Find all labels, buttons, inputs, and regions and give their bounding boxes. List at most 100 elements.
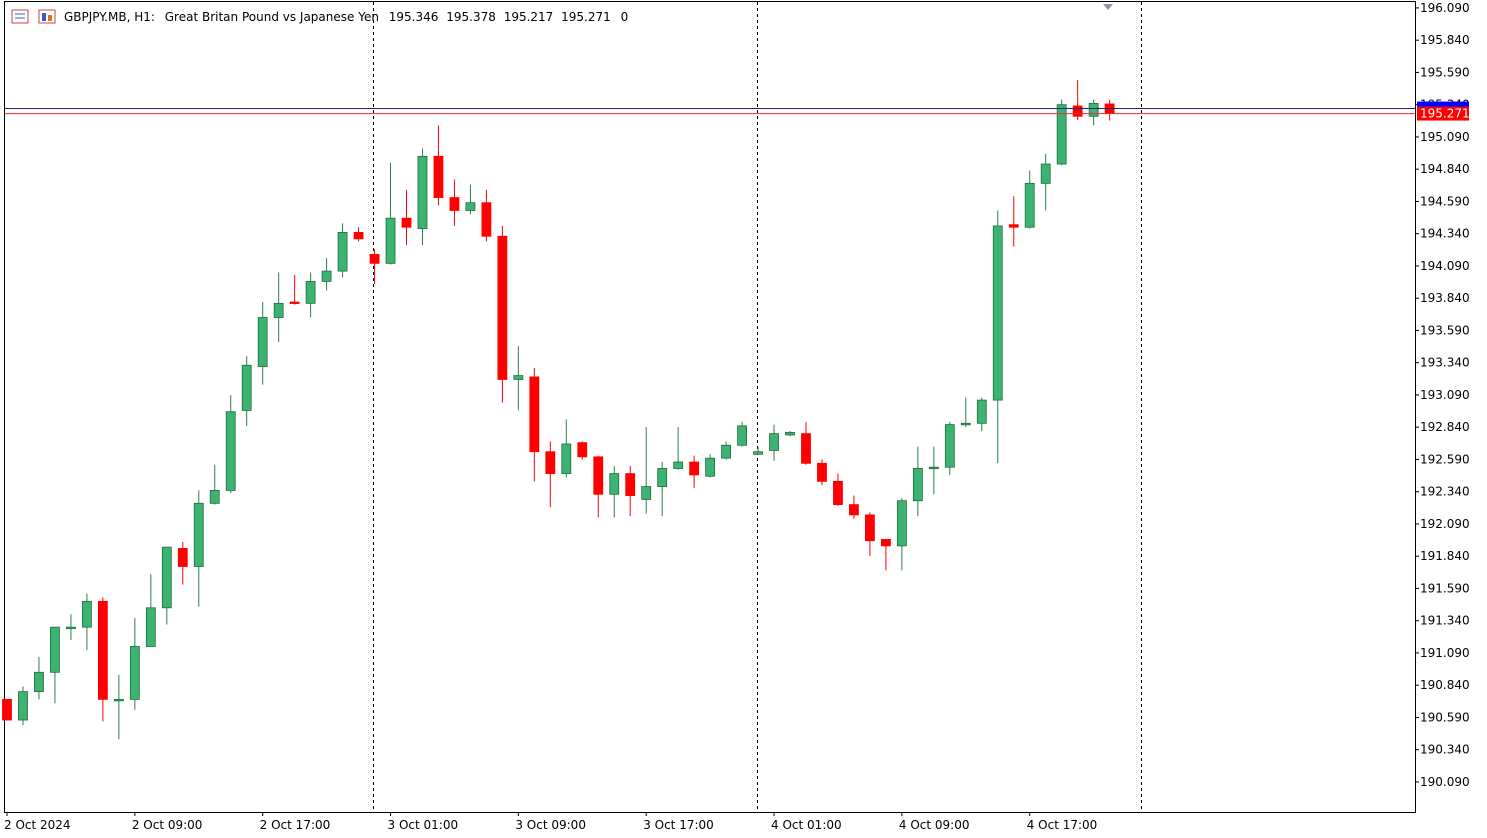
candle-body [1040, 163, 1051, 184]
candle-body [960, 422, 971, 426]
bid-label-box [1417, 106, 1469, 121]
candle-body [609, 473, 620, 495]
candle-body [625, 473, 636, 496]
candle-body [82, 600, 92, 628]
candle-body [241, 364, 252, 411]
candle-body [593, 456, 604, 495]
y-tick-label: 190.840 [1420, 678, 1470, 692]
header-open: 195.346 [389, 10, 439, 24]
candle-body [545, 451, 556, 475]
candle-body [881, 539, 891, 547]
candle-body [753, 451, 763, 455]
candle-body [337, 231, 348, 272]
y-tick-label: 190.590 [1420, 710, 1470, 724]
y-tick-label: 191.590 [1420, 581, 1470, 595]
icon [38, 9, 56, 24]
header-suffix: 0 [621, 10, 629, 24]
header-high: 195.378 [446, 10, 496, 24]
candle-body [177, 548, 188, 567]
candle-body [481, 202, 492, 237]
y-tick-label: 190.340 [1420, 743, 1470, 757]
candle-body [289, 301, 300, 304]
y-tick-label: 192.590 [1420, 452, 1470, 466]
icon [11, 9, 29, 24]
candle-body [561, 443, 572, 475]
candle-body [2, 698, 12, 721]
description: Great Britan Pound vs Japanese Yen [165, 10, 379, 24]
candle-body [705, 457, 716, 477]
candle-body [896, 500, 907, 547]
y-tick-label: 194.090 [1420, 259, 1470, 273]
candle-body [257, 317, 268, 367]
shift-marker [1103, 4, 1113, 10]
candle-body [577, 442, 588, 458]
candle-body [145, 607, 156, 647]
x-tick-label: 2 Oct 09:00 [132, 818, 203, 832]
candle-body [737, 425, 747, 446]
candle-body [385, 217, 396, 264]
y-tick-label: 193.340 [1420, 356, 1470, 370]
ask-label-box [1417, 101, 1469, 110]
x-tick-label: 4 Oct 17:00 [1027, 818, 1098, 832]
candle-body [1072, 105, 1083, 117]
header: GBPJPY.MB, H1: Great Britan Pound vs Jap… [64, 10, 628, 24]
candle-body [465, 202, 476, 211]
candle-body [912, 468, 923, 502]
candle-body [801, 433, 811, 464]
y-tick-label: 191.340 [1420, 614, 1470, 628]
x-tick-label: 4 Oct 09:00 [899, 818, 970, 832]
candle-body [129, 646, 140, 700]
candle-body [305, 281, 316, 304]
y-tick-label: 195.090 [1420, 130, 1470, 144]
candle-body [944, 424, 955, 468]
symbol: GBPJPY.MB, H1: [64, 10, 155, 24]
bid-label: 195.271 [1420, 107, 1470, 121]
candle-body [785, 431, 795, 436]
y-tick-label: 192.090 [1420, 517, 1470, 531]
icon [42, 13, 46, 21]
candle-body [113, 698, 124, 702]
candle-body [976, 399, 987, 424]
plot-frame [4, 1, 1416, 813]
candle-body [193, 502, 204, 567]
x-tick-label: 3 Oct 09:00 [515, 818, 586, 832]
candle-body [529, 376, 540, 453]
candle-body [209, 489, 220, 504]
candle-body [66, 626, 76, 630]
candle-body [369, 253, 380, 264]
candle-body [497, 235, 508, 380]
candle-body [641, 486, 652, 500]
x-tick-label: 2 Oct 17:00 [260, 818, 331, 832]
y-tick-label: 195.840 [1420, 33, 1470, 47]
period-separators [373, 2, 1142, 812]
candle-body [513, 375, 524, 380]
y-tick-label: 192.840 [1420, 420, 1470, 434]
candle-body [769, 433, 779, 451]
y-tick-label: 194.340 [1420, 227, 1470, 241]
candle-body [1024, 182, 1035, 228]
candle-body [817, 462, 827, 482]
candle-body [417, 155, 428, 229]
candle-body [1008, 224, 1019, 228]
candle-body [928, 466, 939, 470]
header-close: 195.271 [561, 10, 611, 24]
candle-body [1056, 104, 1067, 165]
y-tick-label: 192.340 [1420, 485, 1470, 499]
candle-body [321, 270, 332, 282]
header-low: 195.217 [504, 10, 554, 24]
candle-body [433, 155, 444, 198]
y-tick-label: 196.090 [1420, 1, 1470, 15]
icon [48, 15, 52, 21]
candle-body [18, 691, 28, 721]
y-tick-label: 191.840 [1420, 549, 1470, 563]
y-tick-label: 190.090 [1420, 775, 1470, 789]
candle-body [865, 514, 875, 542]
candle-body [97, 600, 108, 700]
candle-body [689, 461, 700, 476]
y-tick-label: 194.840 [1420, 162, 1470, 176]
x-tick-label: 3 Oct 17:00 [643, 818, 714, 832]
candle-body [273, 302, 284, 318]
candle-body [1088, 102, 1099, 117]
candle-body [673, 461, 684, 469]
